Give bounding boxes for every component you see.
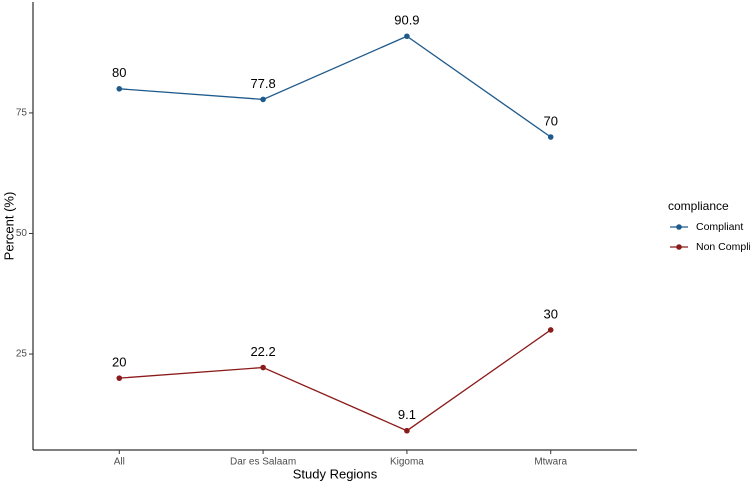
x-tick-label: Mtwara [534, 457, 567, 468]
data-label: 90.9 [394, 13, 419, 28]
legend-point [676, 224, 682, 230]
data-point [547, 134, 554, 140]
data-label: 9.1 [398, 407, 416, 422]
y-tick-label: 50 [16, 228, 28, 239]
data-point [404, 427, 410, 434]
x-tick-label: Kigoma [390, 457, 424, 468]
y-tick-label: 25 [16, 349, 28, 360]
data-point [116, 86, 123, 92]
data-label: 70 [543, 113, 557, 128]
data-point [547, 327, 554, 333]
data-point [404, 33, 410, 40]
x-tick-label: Dar es Salaam [230, 457, 296, 468]
x-axis-title: Study Regions [293, 466, 378, 481]
data-label: 22.2 [250, 344, 275, 359]
data-point [260, 96, 266, 103]
data-label: 20 [112, 355, 126, 370]
series-line [119, 329, 552, 432]
legend-label: Non Compliant [696, 241, 750, 253]
legend-title: compliance [668, 199, 729, 213]
data-label: 80 [112, 65, 126, 80]
y-axis-title: Percent (%) [1, 192, 16, 261]
legend-label: Compliant [696, 221, 743, 233]
y-tick-label: 75 [16, 108, 28, 119]
legend-point [676, 244, 682, 250]
data-point [260, 364, 266, 371]
data-label: 30 [543, 306, 557, 321]
data-label: 77.8 [250, 76, 275, 91]
data-point [116, 375, 123, 381]
series-line [119, 35, 552, 138]
x-tick-label: All [114, 457, 125, 468]
